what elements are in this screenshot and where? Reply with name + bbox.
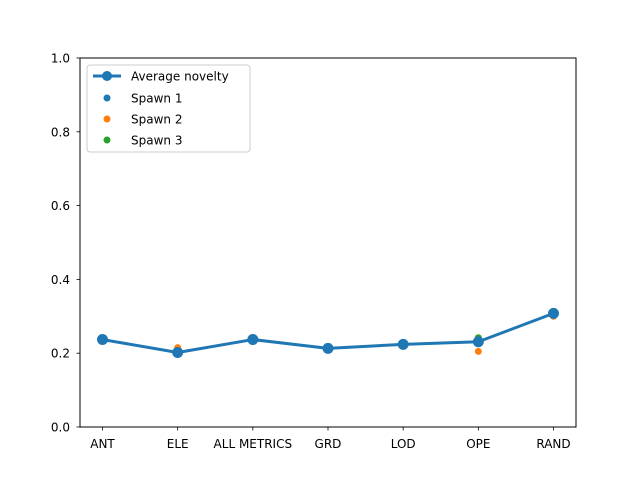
legend-marker-spawn-2: [103, 115, 111, 123]
legend-label-spawn-1: Spawn 1: [131, 92, 182, 106]
y-tick-label: 0.8: [51, 125, 70, 139]
x-tick-label: OPE: [466, 437, 490, 451]
legend-label-spawn-2: Spawn 2: [131, 113, 182, 127]
legend-box: [86, 64, 251, 153]
x-tick-label: ANT: [90, 437, 115, 451]
legend: Average novelty Spawn 1 Spawn 2 Spawn 3: [86, 64, 251, 153]
x-tick-label: ALL METRICS: [214, 437, 293, 451]
line-point: [472, 336, 484, 348]
legend-label-spawn-3: Spawn 3: [131, 134, 182, 148]
scatter-point: [474, 347, 482, 355]
series-average-novelty: [97, 307, 559, 358]
x-tick-label: ELE: [167, 437, 189, 451]
line-point: [548, 307, 559, 319]
x-tick-label: RAND: [536, 437, 570, 451]
y-axis: 0.0 0.2 0.4 0.6 0.8 1.0: [51, 52, 80, 435]
line-point: [172, 346, 184, 358]
legend-line-marker: [102, 71, 112, 81]
legend-marker-spawn-1: [103, 94, 111, 102]
x-tick-label: GRD: [315, 437, 342, 451]
line-point: [247, 334, 259, 346]
y-tick-label: 1.0: [51, 52, 70, 66]
line-point: [397, 338, 409, 350]
x-axis: ANT ELE ALL METRICS GRD LOD OPE RAND: [90, 427, 571, 451]
line-point: [97, 334, 108, 346]
legend-marker-spawn-3: [103, 136, 111, 144]
y-tick-label: 0.6: [51, 199, 70, 213]
line-point: [322, 342, 334, 354]
y-tick-label: 0.2: [51, 347, 70, 361]
legend-label-average-novelty: Average novelty: [131, 70, 229, 84]
plot-area: [97, 307, 559, 358]
x-tick-label: LOD: [391, 437, 416, 451]
y-tick-label: 0.4: [51, 273, 70, 287]
y-tick-label: 0.0: [51, 421, 70, 435]
